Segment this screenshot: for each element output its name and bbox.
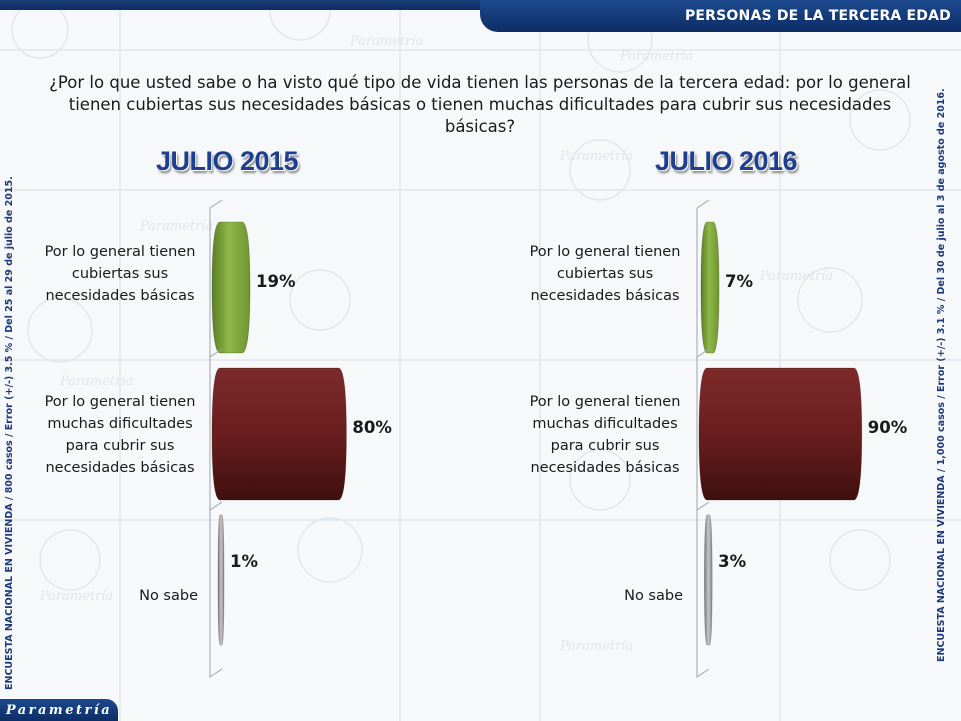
chart-2016	[696, 199, 863, 678]
category-label-covered-2016: Por lo general tienen cubiertas sus necesi…	[529, 244, 681, 304]
value-label-dontknow-2015: 1%	[230, 552, 259, 571]
category-tick-2015	[209, 348, 223, 358]
value-label-difficulties-2016: 90%	[867, 418, 908, 437]
category-tick-2015	[209, 501, 223, 511]
value-label-covered-2016: 7%	[725, 271, 754, 291]
logo-text: Parametría	[5, 702, 113, 718]
bar-covered-2016	[700, 221, 720, 354]
chart-title-2015: JULIO 2015	[156, 146, 299, 176]
header-tab: PERSONAS DE LA TERCERA EDAD	[480, 0, 961, 32]
bar-dontknow-2015	[217, 514, 225, 646]
category-label-covered-2015: Por lo general tienen cubiertas sus necesi…	[44, 244, 196, 304]
bar-covered-2015	[211, 221, 251, 354]
value-label-covered-2015: 19%	[256, 271, 296, 291]
methodology-note-2016: ENCUESTA NACIONAL EN VIVIENDA / 1,000 ca…	[936, 88, 947, 662]
bar-difficulties-2015	[211, 367, 347, 501]
category-label-dontknow-2015: No sabe	[139, 588, 198, 604]
survey-question: ¿Por lo que usted sabe o ha visto qué ti…	[49, 73, 911, 136]
category-tick-2016	[696, 348, 710, 358]
category-tick-2016	[696, 199, 710, 209]
axis-line-2015	[209, 208, 223, 678]
category-tick-2016	[696, 501, 710, 511]
category-tick-2015	[209, 199, 223, 209]
value-label-dontknow-2016: 3%	[718, 552, 747, 571]
bar-difficulties-2016	[698, 367, 863, 501]
value-label-difficulties-2015: 80%	[352, 418, 392, 437]
category-label-dontknow-2016: No sabe	[624, 588, 683, 604]
chart-2015	[209, 199, 347, 678]
category-label-difficulties-2016: Por lo general tienen muchas dificultades…	[529, 394, 681, 476]
methodology-note-2015: ENCUESTA NACIONAL EN VIVIENDA / 800 caso…	[4, 176, 15, 690]
page-title: PERSONAS DE LA TERCERA EDAD	[684, 8, 951, 24]
parametria-logo: Parametría	[0, 699, 118, 721]
axis-line-2016	[696, 208, 710, 678]
bar-dontknow-2016	[704, 514, 713, 646]
category-label-difficulties-2015: Por lo general tienen muchas dificultades…	[44, 394, 196, 476]
chart-title-2016: JULIO 2016	[655, 146, 798, 176]
